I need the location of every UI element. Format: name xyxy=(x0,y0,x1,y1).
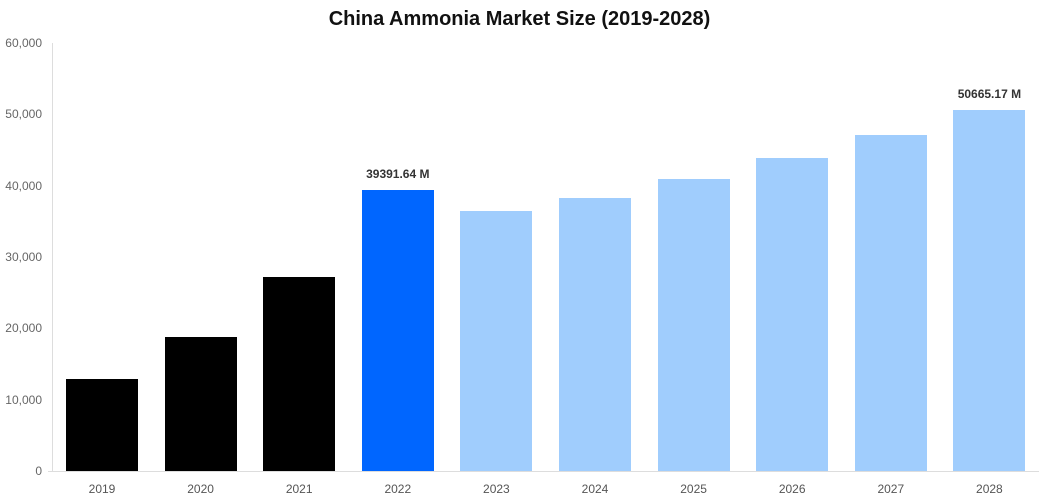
y-axis-line xyxy=(52,43,53,471)
bar-2023[interactable] xyxy=(460,210,533,471)
y-tick-label: 0 xyxy=(35,464,42,478)
y-tick-label: 60,000 xyxy=(5,36,42,50)
x-axis-line xyxy=(48,471,1039,472)
bar-2021[interactable] xyxy=(263,276,336,471)
data-label-2022: 39391.64 M xyxy=(366,167,430,181)
x-tick-label: 2024 xyxy=(581,482,609,496)
x-tick-label: 2026 xyxy=(778,482,806,496)
bar-2020[interactable] xyxy=(164,336,237,471)
y-tick-label: 50,000 xyxy=(5,107,42,122)
bar-2019[interactable] xyxy=(66,378,138,471)
chart-title: China Ammonia Market Size (2019-2028) xyxy=(328,8,711,30)
y-tick-label: 20,000 xyxy=(5,321,42,336)
bar-2024[interactable] xyxy=(559,198,631,471)
y-tick-label: 10,000 xyxy=(5,392,42,407)
bar-2027[interactable] xyxy=(854,135,927,471)
x-tick-label: 2025 xyxy=(680,482,707,496)
x-tick-label: 2023 xyxy=(483,482,510,496)
data-label-2028: 50665.17 M xyxy=(957,86,1022,101)
x-tick-label: 2028 xyxy=(976,482,1003,496)
bar-2028[interactable] xyxy=(953,109,1026,471)
x-tick-label: 2019 xyxy=(88,482,116,496)
y-tick-label: 40,000 xyxy=(5,178,42,193)
x-tick-label: 2021 xyxy=(285,482,313,496)
x-tick-label: 2022 xyxy=(384,482,412,496)
y-tick-label: 30,000 xyxy=(5,250,42,264)
bar-2022[interactable] xyxy=(361,190,434,471)
x-tick-label: 2027 xyxy=(877,482,905,496)
bar-2026[interactable] xyxy=(756,157,829,471)
x-tick-label: 2020 xyxy=(187,482,214,496)
bar-2025[interactable] xyxy=(657,178,730,471)
